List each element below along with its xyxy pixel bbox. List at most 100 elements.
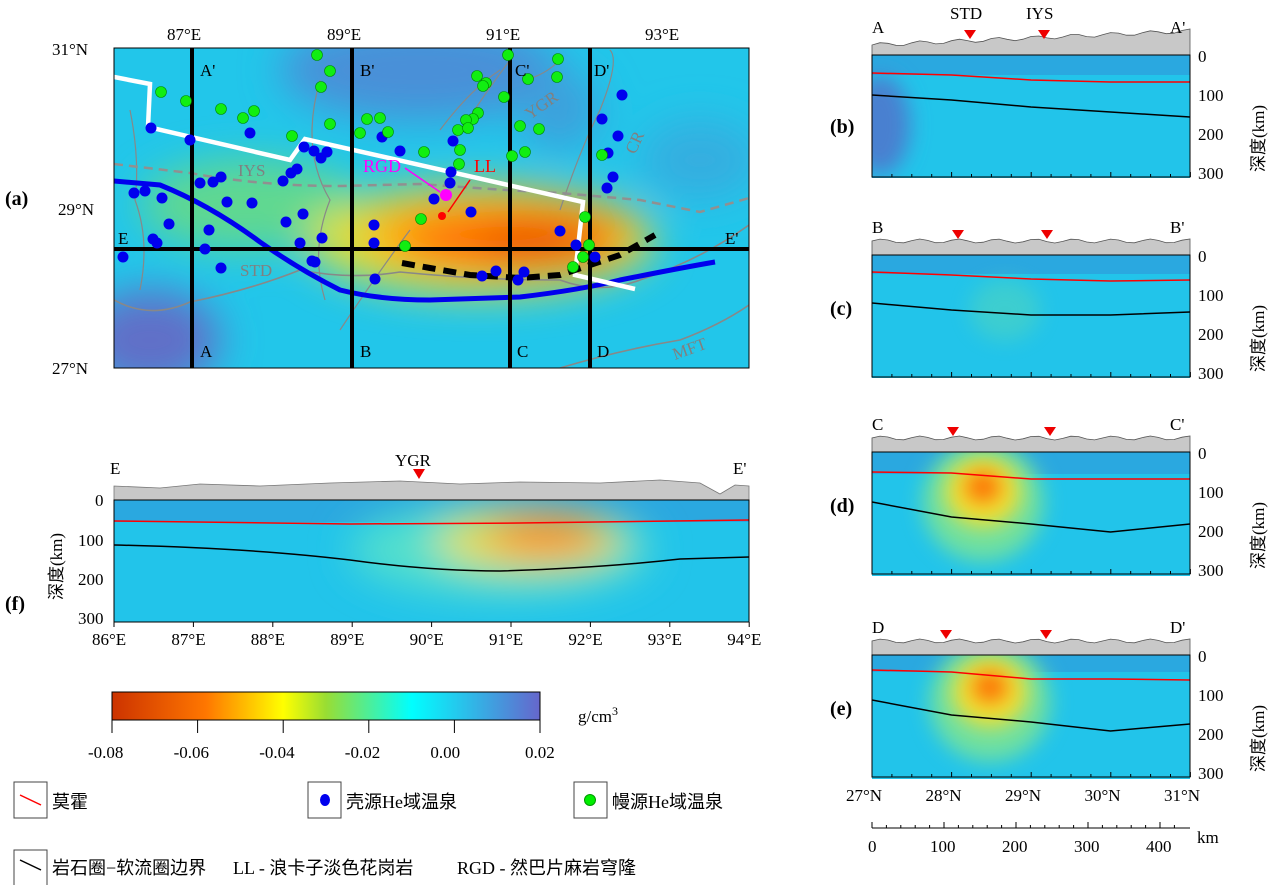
station-marker-icon	[1040, 630, 1052, 639]
crust-spring-marker	[476, 270, 488, 282]
station-marker-icon	[1044, 427, 1056, 436]
crust-spring-marker	[128, 187, 140, 199]
depth-tick: 0	[1198, 444, 1207, 463]
lon-tick: 93°E	[648, 630, 682, 649]
section-end: C'	[1170, 415, 1184, 434]
mantle-spring-marker	[514, 120, 526, 132]
crust-spring-marker	[221, 196, 233, 208]
mantle-spring-marker	[551, 71, 563, 83]
legend: 莫霍 壳源He域温泉 幔源He域温泉 岩石圈−软流圈边界 LL - 浪卡子淡色花…	[13, 781, 723, 885]
profile-label: C	[517, 342, 528, 361]
lab-line	[872, 302, 1190, 316]
iys-marker-label: IYS	[1026, 4, 1053, 23]
section-c: B B' 0 100 200 300 深度(km) (c)	[830, 218, 1268, 383]
section-start: D	[872, 618, 884, 637]
depth-tick: 300	[78, 609, 104, 628]
lat-tick: 31°N	[1164, 786, 1200, 805]
ll-marker	[438, 212, 446, 220]
lon-tick: 94°E	[727, 630, 761, 649]
mantle-spring-marker	[248, 105, 260, 117]
panel-label-f: (f)	[5, 593, 25, 615]
crust-spring-marker	[570, 239, 582, 251]
mantle-spring-marker	[522, 73, 534, 85]
section-start: A	[872, 18, 885, 37]
colorbar-tick: -0.08	[88, 743, 123, 762]
depth-axis-label: 深度(km)	[1249, 705, 1268, 772]
lon-tick: 92°E	[568, 630, 602, 649]
section-e: D D' 0 100 200 300 深度(km) (e)	[830, 618, 1268, 783]
topography	[871, 435, 1191, 453]
profile-label: B	[360, 342, 371, 361]
crust-spring-marker	[465, 206, 477, 218]
profile-label: A'	[200, 61, 215, 80]
section-d: C C' 0 100 200 300 深度(km) (d)	[830, 415, 1268, 580]
mantle-spring-marker	[519, 146, 531, 158]
mantle-spring-marker	[215, 103, 227, 115]
crust-spring-marker	[607, 171, 619, 183]
depth-tick: 100	[1198, 286, 1224, 305]
profile-label: C'	[515, 61, 529, 80]
mantle-spring-marker	[286, 130, 298, 142]
crust-spring-marker	[277, 175, 289, 187]
depth-tick: 200	[78, 570, 104, 589]
moho-line	[114, 519, 749, 525]
crust-spring-marker	[554, 225, 566, 237]
crust-spring-marker	[596, 113, 608, 125]
mantle-spring-marker	[506, 150, 518, 162]
crust-spring-marker	[315, 152, 327, 164]
station-marker-icon	[947, 427, 959, 436]
rgd-arrow	[404, 167, 441, 193]
lab-line	[872, 699, 1190, 732]
moho-line	[872, 72, 1190, 83]
lat-tick: 29°N	[58, 200, 94, 219]
crust-spring-marker	[309, 256, 321, 268]
crust-spring-marker	[616, 89, 628, 101]
lab-line	[872, 501, 1190, 533]
rgd-marker	[440, 189, 452, 201]
colorbar-tick: -0.06	[174, 743, 209, 762]
mantle-spring-marker	[324, 118, 336, 130]
station-marker-icon	[1041, 230, 1053, 239]
map-panel: 87°E 89°E 91°E 93°E 31°N 29°N 27°N A' B'…	[5, 25, 750, 378]
black-dashed-line	[401, 232, 657, 282]
section-f: E E' YGR 0 100 200 300 深度(km) 86°E 87°E 88…	[5, 451, 761, 649]
depth-tick: 300	[1198, 364, 1224, 383]
ygr-marker-label: YGR	[395, 451, 432, 470]
mantle-spring-marker	[502, 49, 514, 61]
mantle-spring-marker	[577, 251, 589, 263]
depth-axis-label: 深度(km)	[47, 533, 66, 600]
colorbar-tick: 0.02	[525, 743, 555, 762]
crust-spring-marker	[145, 122, 157, 134]
depth-tick: 0	[1198, 647, 1207, 666]
section-end: D'	[1170, 618, 1185, 637]
mantle-spring-marker	[477, 80, 489, 92]
mantle-spring-marker	[374, 112, 386, 124]
crust-spring-marker	[117, 251, 129, 263]
crust-spring-marker	[194, 177, 206, 189]
crust-spring-marker	[244, 127, 256, 139]
depth-tick: 0	[1198, 247, 1207, 266]
lat-tick: 30°N	[1085, 786, 1121, 805]
profile-lines	[114, 48, 749, 368]
crust-spring-marker	[294, 237, 306, 249]
mantle-spring-marker	[155, 86, 167, 98]
crust-spring-marker	[490, 265, 502, 277]
profile-label: B'	[360, 61, 374, 80]
legend-crust-spring: 壳源He域温泉	[346, 792, 457, 812]
lon-tick: 89°E	[327, 25, 361, 44]
std-marker-label: STD	[950, 4, 982, 23]
rgd-label: RGD	[363, 156, 401, 176]
crust-spring-marker	[156, 192, 168, 204]
crust-spring-marker	[316, 232, 328, 244]
legend-mantle-spring: 幔源He域温泉	[612, 792, 723, 812]
legend-rgd: RGD - 然巴片麻岩穹隆	[457, 858, 636, 878]
lon-tick: 86°E	[92, 630, 126, 649]
moho-line	[872, 471, 1190, 480]
section-start: B	[872, 218, 883, 237]
panel-label-a: (a)	[5, 188, 28, 210]
topography	[871, 238, 1191, 256]
depth-tick: 100	[1198, 483, 1224, 502]
crust-spring-marker	[428, 193, 440, 205]
lon-tick: 91°E	[489, 630, 523, 649]
